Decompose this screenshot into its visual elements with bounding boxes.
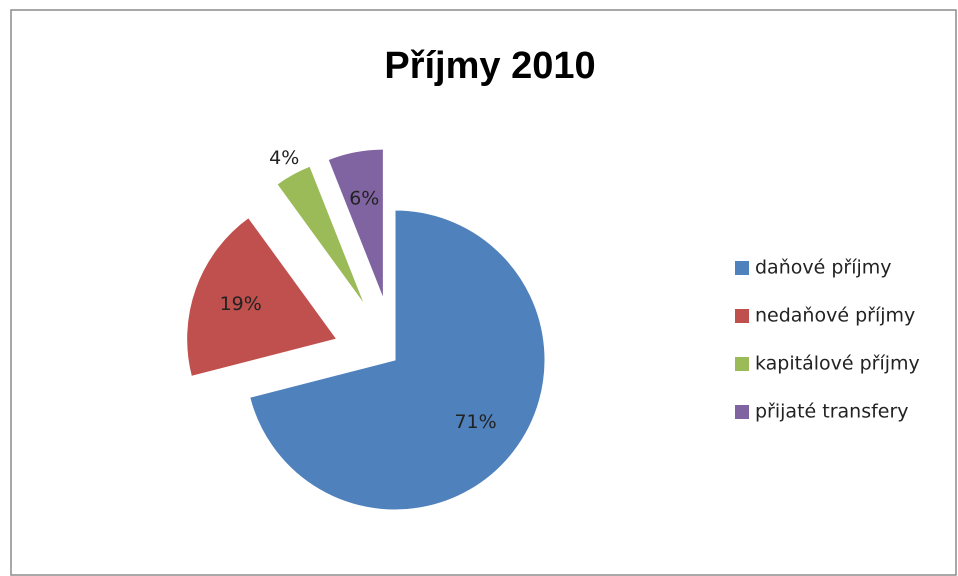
legend-swatch: [735, 309, 749, 323]
pie-slice: [276, 165, 366, 306]
legend-swatch: [735, 405, 749, 419]
data-label: 6%: [349, 187, 379, 209]
legend-label: přijaté transfery: [755, 401, 909, 423]
legend-label: nedaňové příjmy: [755, 305, 915, 327]
legend-swatch: [735, 357, 749, 371]
legend-label: daňové příjmy: [755, 257, 892, 279]
pie-slice: [327, 148, 384, 300]
legend-swatch: [735, 261, 749, 275]
pie-slice: [249, 209, 546, 511]
data-label: 71%: [454, 411, 496, 433]
chart-title: Příjmy 2010: [384, 45, 595, 87]
pie-slice: [186, 216, 338, 377]
legend-label: kapitálové příjmy: [755, 353, 920, 375]
data-label: 19%: [220, 293, 262, 315]
data-label: 4%: [269, 147, 299, 169]
